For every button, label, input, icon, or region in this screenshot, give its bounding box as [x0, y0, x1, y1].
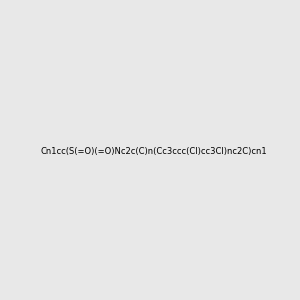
Text: Cn1cc(S(=O)(=O)Nc2c(C)n(Cc3ccc(Cl)cc3Cl)nc2C)cn1: Cn1cc(S(=O)(=O)Nc2c(C)n(Cc3ccc(Cl)cc3Cl)… — [40, 147, 267, 156]
